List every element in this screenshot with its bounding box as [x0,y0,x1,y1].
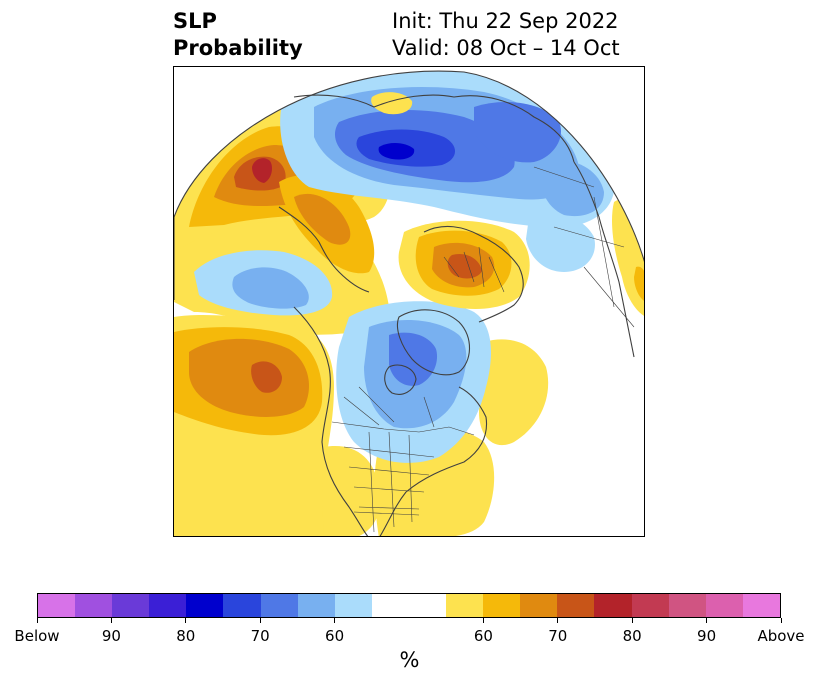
anomaly-region-asia-gold [634,266,644,302]
colorbar-tick-label: 60 [473,627,493,645]
colorbar-tick-label: 70 [250,627,270,645]
coastline-europe [423,225,524,323]
colorbar-segment [112,594,150,617]
colorbar-tick [334,618,336,623]
colorbar-segment [149,594,187,617]
colorbar-tick [780,618,782,623]
colorbar-tick-label: 60 [325,627,345,645]
coastline-hudson-bay [384,364,417,395]
anomaly-region-npac-skyblue [232,267,309,309]
anomaly-region-arctic-deepblue [378,143,415,160]
colorbar-segment [631,594,669,617]
colorbar-segment [297,594,335,617]
anomaly-region-nwpac-red [252,158,272,183]
colorbar-tick-label: Above [757,627,805,645]
colorbar-unit-label: % [399,648,420,672]
colorbar-segment [557,594,595,617]
title-block-right: Init: Thu 22 Sep 2022 Valid: 08 Oct – 14… [392,8,620,62]
colorbar-segment [446,594,484,617]
border-canada-provinces [343,386,435,428]
colorbar-segment [705,594,743,617]
colorbar-segment [186,594,224,617]
colorbar-ticks: Below 90 80 70 60 60 70 80 90 Above [14,618,805,648]
title-quantity: Probability [173,36,303,60]
colorbar-segment [223,594,261,617]
coastline-alaska [278,206,370,293]
colorbar-tick [110,618,112,623]
colorbar-tick [557,618,559,623]
anomaly-region-asia-yellow [612,198,644,317]
colorbar-segment [668,594,706,617]
anomaly-region-europe-rust [447,253,482,279]
anomaly-region-namerica-yellow [322,446,381,536]
colorbar-tick [185,618,187,623]
coastline-north-america [293,306,488,536]
colorbar-segment [483,594,521,617]
colorbar-tick-label: 70 [548,627,568,645]
colorbar-segment [594,594,632,617]
anomaly-region-arctic-yellow [371,92,413,115]
domain-boundary [174,70,644,300]
colorbar-segment [742,594,780,617]
colorbar-segment [334,594,372,617]
title-variable: SLP [173,9,217,33]
anomaly-region-subtrop-orange [189,338,309,417]
valid-range: Valid: 08 Oct – 14 Oct [392,36,620,60]
anomaly-region-easia-lightblue [526,213,595,272]
border-europe [443,246,505,293]
probability-map [174,70,644,536]
colorbar-tick [631,618,633,623]
anomaly-region-easia-skyblue [541,160,604,217]
colorbar-tick-label: 80 [622,627,642,645]
title-block-left: SLP Probability [173,8,303,62]
border-us-states [343,431,435,533]
colorbar-tick-label: 80 [176,627,196,645]
colorbar-tick [36,618,38,623]
anomaly-region-alaska-orange [294,193,351,245]
colorbar-tick-label: 90 [101,627,121,645]
probability-colorbar [37,593,781,618]
colorbar-tick [482,618,484,623]
init-date: Init: Thu 22 Sep 2022 [392,9,619,33]
colorbar-tick [259,618,261,623]
anomaly-region-subtrop-rust [251,361,282,393]
border-asia [533,166,635,328]
coastline-greenland [396,309,471,376]
colorbar-segment [75,594,113,617]
colorbar-segment [371,594,409,617]
border-mexico [353,511,420,516]
colorbar-tick-label: 90 [697,627,717,645]
border-us-canada [331,421,475,436]
anomaly-region-atlantic-yellow [479,339,549,446]
coastline-asia-east [573,161,635,358]
coastline-siberia [293,94,575,163]
colorbar-segment [408,594,447,617]
colorbar-tick [706,618,708,623]
map-panel [173,66,645,537]
colorbar-segment [260,594,298,617]
colorbar-tick-label: Below [14,627,60,645]
colorbar-segment [520,594,558,617]
colorbar-segment [38,594,76,617]
anomaly-region-siberia-blue [474,102,562,163]
